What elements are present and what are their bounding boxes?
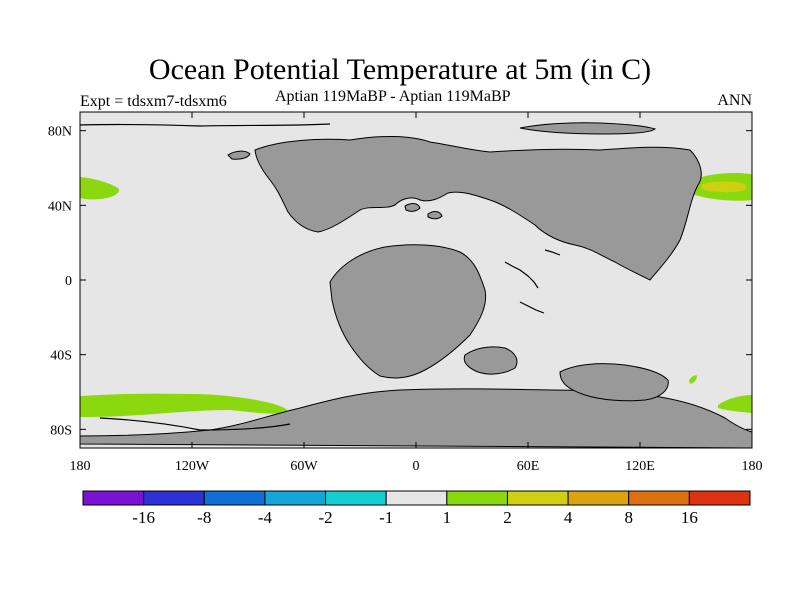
x-tick-label: 0 xyxy=(413,459,420,474)
x-tick-label: 120W xyxy=(175,459,210,474)
landmass-south-america-africa xyxy=(329,244,487,379)
season-label: ANN xyxy=(717,92,752,109)
colorbar-swatch xyxy=(688,490,751,506)
colorbar-swatch xyxy=(82,490,145,506)
period-label: Aptian 119MaBP - Aptian 119MaBP xyxy=(275,88,511,105)
anomaly-patch-nw-pacific xyxy=(80,177,120,200)
landmass-island-1 xyxy=(227,150,251,160)
colorbar-swatch xyxy=(506,490,569,506)
coast-line-south xyxy=(99,417,291,431)
island-chain-1 xyxy=(504,261,539,289)
experiment-label: Expt = tdsxm7-tdsxm6 xyxy=(80,93,227,110)
land-masses xyxy=(79,122,753,449)
island-chain-3 xyxy=(544,249,561,256)
colorbar-label: 2 xyxy=(503,508,512,527)
anomaly-patch-ne-pacific-core xyxy=(700,181,747,193)
landmass-island-3 xyxy=(427,211,443,220)
landmass-india-australia xyxy=(463,346,518,375)
colorbar-label: -2 xyxy=(318,508,332,527)
x-tick-label: 180 xyxy=(70,459,91,474)
colorbar-swatch xyxy=(264,490,327,506)
colorbar-label: 16 xyxy=(681,508,698,527)
colorbar-label: -16 xyxy=(132,508,155,527)
colorbar-swatch xyxy=(203,490,266,506)
island-outlines xyxy=(79,123,561,431)
axis-ticks: 80N 40N 0 40S 80S 180 120W 60W 0 60E 120E 180 xyxy=(48,112,763,474)
y-tick-label: 0 xyxy=(65,274,72,289)
landmass-arctic-strip xyxy=(519,122,657,135)
colorbar-swatch xyxy=(325,490,387,506)
x-tick-label: 60E xyxy=(517,459,540,474)
y-tick-label: 40S xyxy=(50,349,72,364)
x-tick-label: 180 xyxy=(742,459,763,474)
colorbar-swatch xyxy=(446,490,508,506)
colorbar-swatch xyxy=(628,490,690,506)
x-tick-label: 60W xyxy=(290,459,318,474)
colorbar: -16 -8 -4 -2 -1 1 2 4 8 16 xyxy=(82,490,751,527)
landmass-eastern-block xyxy=(559,363,669,402)
y-tick-label: 80S xyxy=(50,423,72,438)
colorbar-swatch xyxy=(143,490,205,506)
colorbar-swatch xyxy=(567,490,630,506)
colorbar-label: 1 xyxy=(443,508,452,527)
island-chain-2 xyxy=(519,301,545,314)
coast-line-north xyxy=(79,123,331,127)
landmass-island-2 xyxy=(404,203,421,212)
anomaly-patch-south-2 xyxy=(718,395,752,413)
landmass-north-america-asia xyxy=(254,136,702,281)
colorbar-label: -8 xyxy=(197,508,211,527)
y-tick-label: 40N xyxy=(48,199,72,214)
anomaly-patch-small-2 xyxy=(689,375,697,384)
colorbar-swatch xyxy=(385,490,448,506)
y-tick-label: 80N xyxy=(48,125,72,140)
plot-title: Ocean Potential Temperature at 5m (in C) xyxy=(148,53,652,86)
anomaly-patch-south-1 xyxy=(80,393,289,417)
colorbar-label: -1 xyxy=(379,508,393,527)
colorbar-label: 8 xyxy=(624,508,633,527)
colorbar-label: 4 xyxy=(564,508,573,527)
colorbar-label: -4 xyxy=(258,508,273,527)
x-tick-label: 120E xyxy=(625,459,655,474)
